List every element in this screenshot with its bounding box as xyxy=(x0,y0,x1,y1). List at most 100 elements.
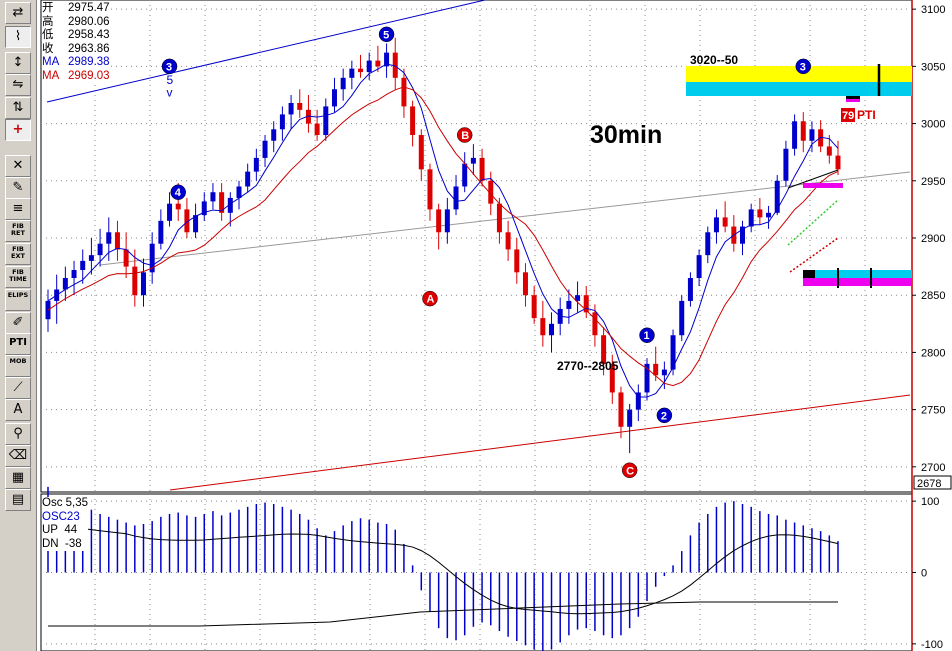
candle-body xyxy=(748,209,754,227)
fan-line-green xyxy=(787,199,839,246)
candle-body xyxy=(470,157,476,164)
pti-badge xyxy=(841,108,855,122)
wave-label-circle xyxy=(456,127,473,143)
target-zone-cyan xyxy=(686,82,912,96)
tool-ellipse-button[interactable]: ELIPS xyxy=(5,289,31,311)
wave-label-circle xyxy=(656,407,673,424)
candle-body xyxy=(245,171,251,187)
osc-name: OSC23 xyxy=(42,510,80,523)
quote-row-low: 低 2958.43 xyxy=(42,29,110,43)
wave-label-text: B xyxy=(461,130,469,142)
fan-line-red xyxy=(789,237,839,273)
tool-text-button[interactable]: A xyxy=(5,399,31,421)
candle-body xyxy=(288,102,294,115)
candle-body xyxy=(384,52,390,67)
candle-body xyxy=(835,155,841,170)
osc-tick-label: -100 xyxy=(921,639,943,651)
tool-channel-icon: ≡ xyxy=(12,201,24,216)
wave-label-circle xyxy=(378,26,395,43)
tool-zoom-icon: ⚲ xyxy=(13,426,23,441)
candle-body xyxy=(314,123,320,136)
osc-baseline xyxy=(48,601,838,627)
quote-value: 2958.43 xyxy=(68,29,110,42)
candle-body xyxy=(566,300,572,309)
candle-body xyxy=(453,186,459,210)
ma-slow-line xyxy=(47,86,839,387)
tool-ruler-button[interactable]: ✐ xyxy=(5,312,31,334)
tool-elliott-button[interactable]: ⌇Elliott xyxy=(5,26,31,48)
candle-body xyxy=(592,312,598,336)
candle-body xyxy=(687,278,693,301)
tool-channel-button[interactable]: ≡ xyxy=(5,198,31,220)
candle-body xyxy=(80,260,86,271)
pti-value: 79 xyxy=(842,110,854,122)
candle-body xyxy=(184,209,190,233)
tool-wave-split-button[interactable]: ⇅ xyxy=(5,97,31,119)
candle-body xyxy=(210,192,216,202)
price-tick-label: 3000 xyxy=(921,119,945,131)
candle-body xyxy=(653,363,659,376)
wave-label-circle xyxy=(795,58,812,75)
tool-wave-compare-button[interactable]: ⇋ xyxy=(5,74,31,96)
tool-crosshair-icon: + xyxy=(12,122,24,137)
candle-body xyxy=(601,335,607,364)
tool-fib-time-button[interactable]: FIB TIME xyxy=(5,266,31,288)
tool-fib-ret-button[interactable]: FIB RET xyxy=(5,220,31,242)
candle-body xyxy=(826,146,832,156)
tool-mob-button[interactable]: MOB xyxy=(5,355,31,377)
quote-box: 开 2975.47 高 2980.06 低 2958.43 收 2963.86 MA 29… xyxy=(42,2,110,84)
candle-body xyxy=(609,363,615,393)
fan-line-black xyxy=(787,169,839,189)
quote-row-open: 开 2975.47 xyxy=(42,2,110,16)
wave-label-text: 3 xyxy=(800,61,806,73)
candle-body xyxy=(401,77,407,107)
tool-pencil-button[interactable]: ✎ xyxy=(5,177,31,199)
candle-body xyxy=(123,249,129,267)
tool-ellipse-label: ELIPS xyxy=(7,291,29,299)
osc-up-value: 44 xyxy=(64,524,78,537)
candle-body xyxy=(366,60,372,73)
candle-body xyxy=(800,121,806,141)
tool-crosshair-button[interactable]: + xyxy=(5,119,31,141)
quote-row-ma-slow: MA 2969.03 xyxy=(42,70,110,84)
candle-body xyxy=(175,203,181,210)
candle-body xyxy=(375,60,381,67)
tool-line-button[interactable]: ⟋ xyxy=(5,377,31,399)
wave-label-text: 5 xyxy=(383,29,389,41)
timeframe-label: 30min xyxy=(590,121,663,149)
tool-fib-ret-label: FIB RET xyxy=(11,222,25,237)
wave-label-text: 1 xyxy=(644,330,650,342)
tool-delete-button[interactable]: ✕ xyxy=(5,155,31,177)
tool-notes-button[interactable]: ▤ xyxy=(5,489,31,511)
candle-body xyxy=(167,203,173,221)
candle-body xyxy=(661,369,667,376)
osc-title: Osc 5,35 xyxy=(42,497,89,509)
osc-signal-line xyxy=(47,520,839,615)
candle-body xyxy=(358,68,364,73)
quote-value: 2980.06 xyxy=(68,15,110,28)
oscillator-info: Osc 5,35 OSC23 UP 44 DN -38 xyxy=(42,497,89,552)
cursor-price-box xyxy=(913,475,952,490)
tool-eraser-button[interactable]: ⌫ xyxy=(5,445,31,467)
price-axis-bg xyxy=(912,0,952,651)
candle-body xyxy=(679,300,685,336)
tool-reset-button[interactable]: ⇄RESET xyxy=(5,2,31,24)
quote-value: 2963.86 xyxy=(68,42,110,55)
tool-zoom-button[interactable]: ⚲ xyxy=(5,423,31,445)
tool-pti-button[interactable]: PTI xyxy=(5,333,31,355)
tool-ruler-icon: ✐ xyxy=(12,315,24,330)
ma-fast-line xyxy=(47,63,839,398)
wave-label-text: v xyxy=(167,86,173,100)
candle-body xyxy=(627,409,633,427)
candle-body xyxy=(705,232,711,256)
support-zone-start xyxy=(803,270,815,278)
candle-body xyxy=(392,52,398,78)
price-tick-label: 2750 xyxy=(921,405,945,417)
tool-fib-ext-button[interactable]: FIB EXT xyxy=(5,243,31,265)
candle-body xyxy=(670,335,676,370)
osc-up-row: UP 44 xyxy=(42,524,88,538)
support-zone-cyan xyxy=(803,270,912,278)
tool-grid-button[interactable]: ▦ xyxy=(5,467,31,489)
tool-wave-count-button[interactable]: ↕ xyxy=(5,52,31,74)
candle-body xyxy=(549,323,555,336)
